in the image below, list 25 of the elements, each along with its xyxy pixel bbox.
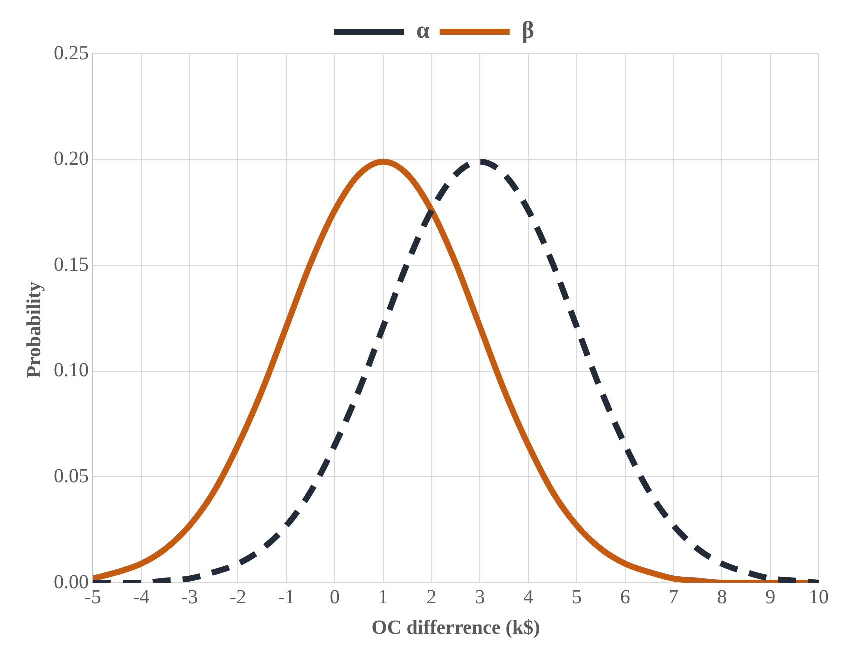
x-tick-label: 6: [620, 586, 630, 608]
y-tick-label: 0.25: [54, 42, 89, 64]
x-tick-label: 0: [330, 586, 340, 608]
x-tick-label: 4: [524, 586, 534, 608]
x-tick-label: 7: [668, 586, 679, 608]
y-tick-label: 0.15: [54, 254, 89, 276]
x-tick-label: -2: [230, 586, 247, 608]
x-tick-label: -1: [278, 586, 295, 608]
y-tick-label: 0.10: [54, 360, 89, 382]
x-tick-label: 8: [717, 586, 728, 608]
x-tick-label: 2: [426, 586, 437, 608]
y-tick-label: 0.05: [54, 465, 89, 488]
y-tick-label: 0.00: [54, 571, 89, 594]
x-tick-label: 1: [378, 586, 388, 608]
x-tick-label: 5: [572, 586, 582, 608]
legend-label: α: [416, 18, 430, 44]
y-axis-title: Probability: [24, 282, 46, 378]
x-tick-label: 10: [809, 586, 829, 608]
x-axis-title: OC differrence (k$): [372, 617, 540, 640]
x-tick-label: 9: [766, 586, 776, 608]
legend-label: β: [522, 18, 535, 44]
y-tick-label: 0.20: [54, 148, 89, 170]
x-tick-label: 3: [475, 586, 486, 608]
x-tick-label: -3: [181, 586, 198, 608]
x-tick-label: -4: [133, 586, 150, 608]
